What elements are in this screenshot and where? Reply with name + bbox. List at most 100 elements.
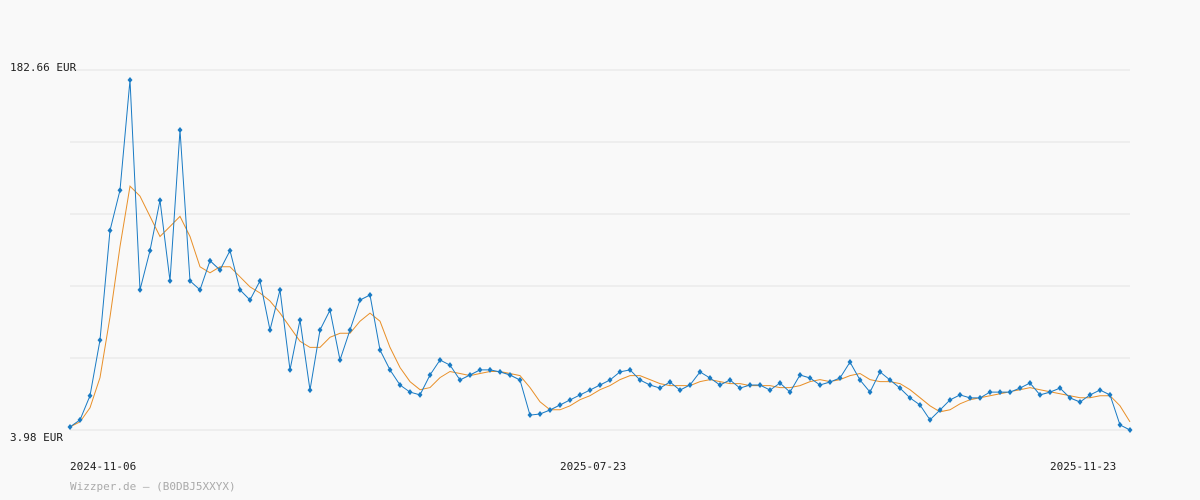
y-tick-label: 182.66 EUR: [10, 61, 77, 74]
price-marker: [827, 379, 833, 386]
price-marker: [657, 385, 663, 392]
price-marker: [177, 126, 183, 133]
x-tick-label: 2025-07-23: [560, 460, 626, 473]
price-marker: [1057, 385, 1063, 392]
price-marker: [777, 380, 783, 387]
price-marker: [957, 391, 963, 398]
price-marker: [557, 401, 563, 408]
price-marker: [147, 247, 153, 254]
price-marker: [1037, 391, 1043, 398]
price-marker: [1127, 426, 1133, 433]
price-marker: [467, 371, 473, 378]
price-marker: [257, 277, 263, 284]
price-marker: [567, 396, 573, 403]
price-marker: [437, 357, 443, 364]
x-tick-label: 2025-11-23: [1050, 460, 1116, 473]
price-marker: [857, 376, 863, 383]
price-marker: [937, 407, 943, 414]
price-marker: [797, 371, 803, 378]
price-marker: [217, 266, 223, 273]
source-note: Wizzper.de – (B0DBJ5XXYX): [70, 480, 236, 493]
price-marker: [597, 382, 603, 389]
price-marker: [447, 362, 453, 369]
price-marker: [137, 286, 143, 293]
price-marker: [227, 247, 233, 254]
price-marker: [907, 394, 913, 401]
price-marker: [987, 389, 993, 396]
price-marker: [697, 368, 703, 375]
price-marker: [417, 391, 423, 398]
price-marker: [847, 359, 853, 366]
price-marker: [367, 291, 373, 298]
price-marker: [167, 277, 173, 284]
price-marker: [617, 368, 623, 375]
price-marker: [97, 337, 103, 344]
price-marker: [157, 197, 163, 204]
price-marker: [347, 327, 353, 334]
price-marker: [477, 366, 483, 373]
price-marker: [1097, 387, 1103, 394]
price-marker: [607, 376, 613, 383]
price-marker: [927, 416, 933, 423]
price-marker: [1077, 398, 1083, 405]
price-marker: [587, 387, 593, 394]
price-marker: [67, 423, 73, 430]
price-marker: [747, 382, 753, 389]
price-marker: [337, 357, 343, 364]
price-marker: [497, 368, 503, 375]
price-marker: [107, 227, 113, 234]
price-marker: [537, 411, 543, 418]
price-marker: [287, 366, 293, 373]
y-tick-label: 3.98 EUR: [10, 431, 63, 444]
price-marker: [767, 387, 773, 394]
price-marker: [457, 376, 463, 383]
x-tick-label: 2024-11-06: [70, 460, 136, 473]
price-marker: [707, 374, 713, 381]
price-marker: [1067, 394, 1073, 401]
price-marker: [397, 382, 403, 389]
price-marker: [837, 374, 843, 381]
price-marker: [127, 76, 133, 83]
price-marker: [807, 374, 813, 381]
price-marker: [507, 371, 513, 378]
price-marker: [77, 416, 83, 423]
price-marker: [1027, 380, 1033, 387]
price-marker: [1017, 385, 1023, 392]
price-marker: [967, 394, 973, 401]
price-marker: [517, 376, 523, 383]
price-marker: [627, 366, 633, 373]
price-marker: [327, 307, 333, 314]
price-marker: [667, 379, 673, 386]
price-marker: [717, 382, 723, 389]
price-marker: [757, 382, 763, 389]
price-marker: [297, 316, 303, 323]
price-marker: [877, 368, 883, 375]
price-marker: [637, 376, 643, 383]
price-marker: [687, 382, 693, 389]
price-marker: [677, 387, 683, 394]
price-marker: [917, 401, 923, 408]
price-marker: [197, 286, 203, 293]
price-line: [69, 185, 1131, 428]
price-marker: [887, 376, 893, 383]
price-marker: [237, 286, 243, 293]
price-marker: [727, 376, 733, 383]
price-marker: [407, 389, 413, 396]
price-marker: [527, 412, 533, 419]
price-marker: [997, 389, 1003, 396]
price-marker: [387, 366, 393, 373]
price-marker: [737, 385, 743, 392]
price-marker: [1117, 421, 1123, 428]
price-marker: [1107, 391, 1113, 398]
price-marker: [207, 257, 213, 264]
price-marker: [487, 366, 493, 373]
price-marker: [357, 297, 363, 304]
price-marker: [277, 286, 283, 293]
price-marker: [647, 382, 653, 389]
price-marker: [427, 371, 433, 378]
price-marker: [817, 382, 823, 389]
price-marker: [267, 327, 273, 334]
price-marker: [307, 387, 313, 394]
